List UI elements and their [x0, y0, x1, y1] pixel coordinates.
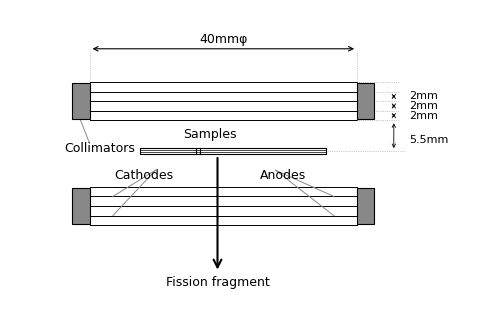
Text: Samples: Samples: [183, 127, 236, 140]
Bar: [72, 188, 90, 224]
Text: 2mm: 2mm: [410, 111, 438, 121]
Bar: [140, 148, 326, 154]
Text: Anodes: Anodes: [260, 169, 306, 182]
Text: 2mm: 2mm: [410, 101, 438, 111]
Bar: [357, 188, 374, 224]
Bar: [72, 83, 90, 119]
Text: Collimators: Collimators: [64, 142, 136, 155]
Text: 40mmφ: 40mmφ: [199, 33, 248, 46]
Text: Cathodes: Cathodes: [114, 169, 174, 182]
Text: 2mm: 2mm: [410, 91, 438, 101]
Bar: [357, 83, 374, 119]
Text: 5.5mm: 5.5mm: [410, 135, 449, 145]
Text: Fission fragment: Fission fragment: [166, 276, 270, 289]
